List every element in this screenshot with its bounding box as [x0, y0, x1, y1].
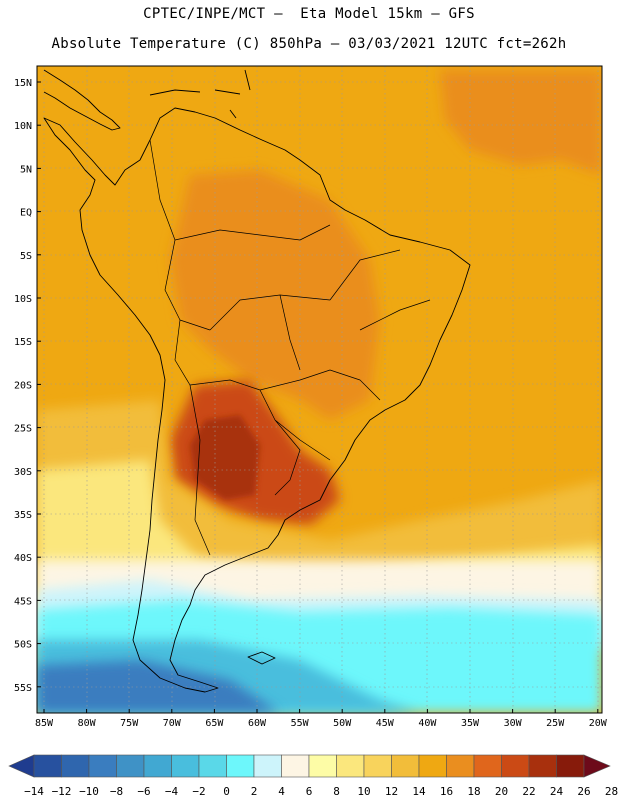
lat-label: 55S: [14, 683, 32, 694]
colorbar: −14 −12 −10 −8 −6 −4 −2 0 2 4 6 8 10 12 14 16 18 20 22 24 26…: [8, 754, 618, 798]
lat-label: 15N: [14, 78, 32, 89]
colorbar-cell: [473, 754, 502, 778]
colorbar-label: 20: [495, 785, 508, 798]
lat-label: 15S: [14, 337, 32, 348]
colorbar-cell: [556, 754, 585, 778]
colorbar-cell: [418, 754, 447, 778]
lon-label: 55W: [291, 718, 310, 729]
lon-label: 85W: [35, 718, 54, 729]
colorbar-label: 18: [467, 785, 480, 798]
colorbar-cell: [391, 754, 420, 778]
south-america-coastline: [43, 107, 471, 693]
central-america: [43, 69, 121, 131]
lon-label: 25W: [546, 718, 565, 729]
caribbean-islands: [149, 69, 251, 119]
colorbar-label: −6: [137, 785, 150, 798]
colorbar-cell: [363, 754, 392, 778]
colorbar-cell: [308, 754, 337, 778]
lat-label: 50S: [14, 640, 32, 651]
lon-label: 35W: [461, 718, 480, 729]
lon-label: 70W: [163, 718, 182, 729]
lon-label: 30W: [504, 718, 523, 729]
lat-label: 35S: [14, 510, 32, 521]
lat-label: 5N: [20, 164, 32, 175]
colorbar-cell: [501, 754, 530, 778]
lat-label: 45S: [14, 596, 32, 607]
lat-label: 30S: [14, 467, 32, 478]
colorbar-label: 28: [605, 785, 618, 798]
longitude-axis: 85W 80W 75W 70W 65W 60W 55W 50W 45W 40W 35W 30W 25W 2…: [35, 709, 608, 729]
lon-label: 75W: [120, 718, 139, 729]
temperature-field: [37, 66, 602, 713]
colorbar-cell: [171, 754, 200, 778]
colorbar-right-arrow: [583, 754, 611, 778]
warm-region-north-atlantic: [440, 70, 602, 175]
lat-label: 25S: [14, 424, 32, 435]
colorbar-cell: [88, 754, 117, 778]
map-frame: [36, 65, 603, 714]
colorbar-label: 14: [412, 785, 426, 798]
colorbar-cell: [143, 754, 172, 778]
lat-label: 20S: [14, 380, 32, 391]
lon-label: 60W: [248, 718, 267, 729]
lat-label: EQ: [20, 208, 32, 219]
colorbar-label: −8: [110, 785, 123, 798]
map-title-line-2: Absolute Temperature (C) 850hPa – 03/03/…: [51, 36, 567, 52]
colorbar-cell: [446, 754, 475, 778]
lon-label: 50W: [333, 718, 352, 729]
colorbar-cell: [226, 754, 255, 778]
colorbar-cell: [116, 754, 145, 778]
colorbar-label: 4: [278, 785, 285, 798]
very-hot-core: [190, 415, 260, 500]
latitude-axis: 15N 10N 5N EQ 5S 10S 15S 20S 25S 30S 35S 40S 45S 50S 5…: [14, 78, 41, 694]
falklands: [247, 651, 276, 665]
colorbar-cell: [33, 754, 62, 778]
colorbar-label: 6: [306, 785, 313, 798]
colorbar-label: 0: [223, 785, 230, 798]
colorbar-label: 10: [357, 785, 370, 798]
colorbar-label: 26: [577, 785, 590, 798]
lon-label: 40W: [418, 718, 437, 729]
lat-label: 5S: [20, 251, 32, 262]
colorbar-label: 12: [385, 785, 398, 798]
colorbar-label: 22: [522, 785, 535, 798]
colorbar-label: −4: [165, 785, 179, 798]
colorbar-label: −12: [52, 785, 72, 798]
colorbar-cell: [61, 754, 90, 778]
cold-band-south: [37, 660, 280, 713]
lon-label: 80W: [78, 718, 97, 729]
colorbar-cell: [281, 754, 310, 778]
lon-label: 65W: [205, 718, 224, 729]
colorbar-label: 2: [251, 785, 258, 798]
lon-label: 45W: [376, 718, 395, 729]
lat-label: 10S: [14, 294, 32, 305]
colorbar-label: 16: [440, 785, 453, 798]
country-borders: [149, 139, 431, 556]
map-title-line-1: CPTEC/INPE/MCT – Eta Model 15km – GFS: [143, 6, 475, 22]
colorbar-cell: [336, 754, 365, 778]
warm-region-interior: [170, 170, 380, 420]
colorbar-label: −10: [79, 785, 99, 798]
lat-label: 40S: [14, 553, 32, 564]
colorbar-label: −14: [24, 785, 44, 798]
lon-label: 20W: [589, 718, 608, 729]
colorbar-cell: [528, 754, 557, 778]
colorbar-left-arrow: [8, 754, 35, 778]
colorbar-label: 8: [333, 785, 340, 798]
colorbar-label: −2: [192, 785, 205, 798]
colorbar-cell: [198, 754, 227, 778]
colorbar-label: 24: [550, 785, 564, 798]
colorbar-cell: [253, 754, 282, 778]
coastline-and-borders: [43, 69, 471, 693]
lat-label: 10N: [14, 121, 32, 132]
